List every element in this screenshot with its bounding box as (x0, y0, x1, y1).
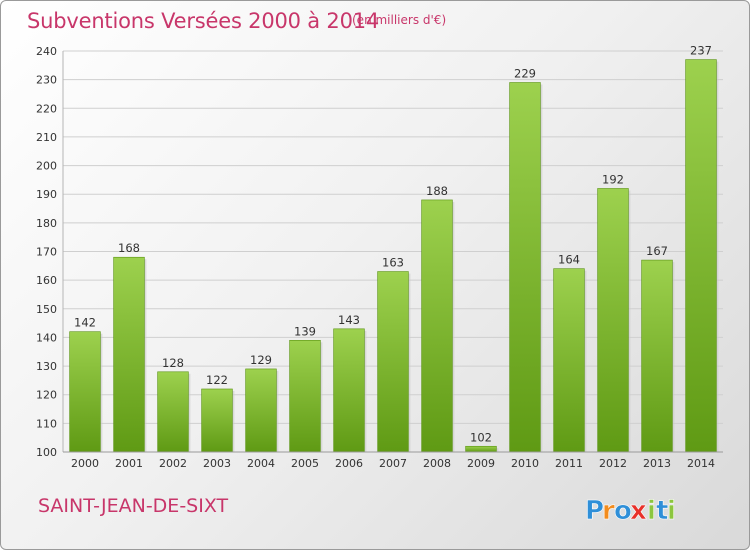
value-label: 237 (690, 44, 712, 58)
y-tick-label: 170 (36, 246, 57, 259)
y-tick-label: 130 (36, 360, 57, 373)
bars: 142 168 128 122 129 139 143 163 188 102 229 164 192 1… (69, 44, 719, 453)
logo-letter: P (585, 496, 604, 526)
value-label: 129 (250, 353, 272, 367)
logo-letter: i (647, 496, 656, 526)
y-tick-label: 160 (36, 274, 57, 287)
y-tick-label: 220 (36, 102, 57, 115)
bar (553, 268, 585, 453)
x-tick-label: 2008 (423, 457, 451, 470)
bar (245, 368, 277, 453)
y-axis: 100 110 120 130 140 150 160 170 180 190 200 210 220 2… (36, 45, 64, 459)
bar (421, 199, 453, 453)
value-label: 128 (162, 356, 184, 370)
value-label: 142 (74, 316, 96, 330)
bar (641, 259, 673, 453)
chart-title: Subventions Versées 2000 à 2014 (27, 9, 380, 33)
chart-subtitle: (en milliers d'€) (352, 13, 447, 27)
bar (685, 59, 717, 453)
x-tick-label: 2012 (599, 457, 627, 470)
y-tick-label: 140 (36, 331, 57, 344)
value-label: 139 (294, 324, 316, 338)
logo-letter: t (656, 496, 668, 526)
y-tick-label: 110 (36, 417, 57, 430)
bar (377, 271, 409, 453)
logo-letter: r (602, 496, 615, 526)
y-tick-label: 150 (36, 303, 57, 316)
value-label: 122 (206, 373, 228, 387)
bar (113, 256, 145, 453)
x-tick-label: 2011 (555, 457, 583, 470)
logo-letter: x (630, 496, 647, 526)
x-tick-label: 2003 (203, 457, 231, 470)
value-label: 167 (646, 244, 668, 258)
x-tick-label: 2010 (511, 457, 539, 470)
city-name: SAINT-JEAN-DE-SIXT (38, 495, 229, 517)
x-tick-label: 2006 (335, 457, 363, 470)
value-label: 229 (514, 67, 536, 81)
bar (201, 388, 233, 453)
bar (597, 188, 629, 453)
bar (509, 82, 541, 453)
value-label: 168 (118, 241, 140, 255)
y-tick-label: 190 (36, 188, 57, 201)
x-axis: 2000 2001 2002 2003 2004 2005 2006 2007 2008 2009… (63, 451, 723, 470)
bar (465, 445, 497, 453)
logo-letter: i (667, 496, 676, 526)
value-label: 164 (558, 253, 580, 267)
logo-letter: o (614, 496, 632, 526)
x-tick-label: 2013 (643, 457, 671, 470)
value-label: 143 (338, 313, 360, 327)
y-tick-label: 180 (36, 217, 57, 230)
x-tick-label: 2005 (291, 457, 319, 470)
y-tick-label: 230 (36, 74, 57, 87)
x-tick-label: 2007 (379, 457, 407, 470)
y-tick-label: 240 (36, 45, 57, 58)
bar (333, 328, 365, 453)
proxiti-logo: Pr ox i ti (585, 496, 677, 527)
x-tick-label: 2001 (115, 457, 143, 470)
x-tick-label: 2014 (687, 457, 715, 470)
x-tick-label: 2004 (247, 457, 275, 470)
x-tick-label: 2000 (71, 457, 99, 470)
bar (69, 331, 101, 453)
value-label: 192 (602, 172, 624, 186)
y-tick-label: 100 (36, 446, 57, 459)
value-label: 163 (382, 256, 404, 270)
value-label: 188 (426, 184, 448, 198)
x-tick-label: 2002 (159, 457, 187, 470)
y-tick-label: 120 (36, 389, 57, 402)
y-tick-label: 210 (36, 131, 57, 144)
y-tick-label: 200 (36, 160, 57, 173)
bar (289, 339, 321, 453)
x-tick-label: 2009 (467, 457, 495, 470)
value-label: 102 (470, 430, 492, 444)
bar (157, 371, 189, 453)
